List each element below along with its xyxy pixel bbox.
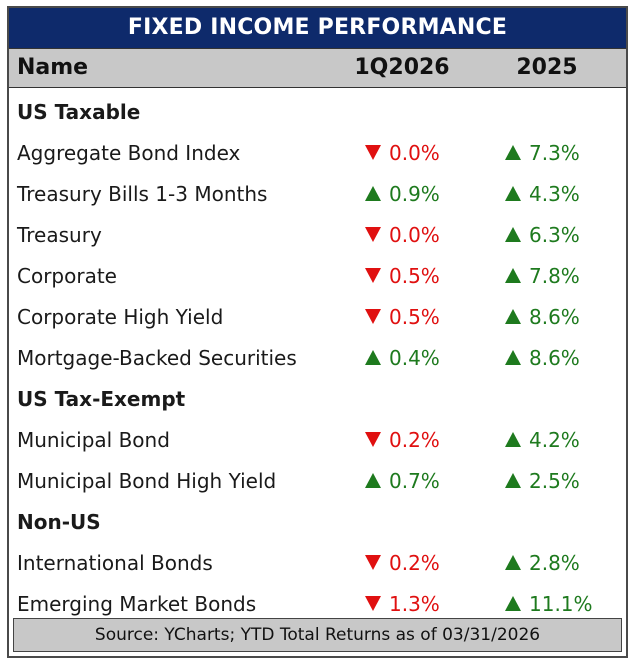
value-text: 11.1% [529, 592, 593, 616]
row-name: Treasury [17, 223, 102, 247]
down-arrow-icon [365, 555, 381, 570]
value-text: 0.7% [389, 469, 440, 493]
column-header-row: Name 1Q2026 2025 [9, 48, 626, 88]
value-1q2026: 0.0% [365, 133, 440, 174]
up-arrow-icon [505, 432, 521, 447]
value-text: 0.5% [389, 305, 440, 329]
column-header-2025: 2025 [516, 55, 578, 80]
table-row: Emerging Market Bonds 1.3% 11.1% [9, 584, 626, 625]
table-row: Municipal Bond 0.2% 4.2% [9, 420, 626, 461]
up-arrow-icon [505, 145, 521, 160]
value-2025: 6.3% [505, 215, 580, 256]
down-arrow-icon [365, 145, 381, 160]
table-title: FIXED INCOME PERFORMANCE [9, 8, 626, 48]
value-text: 7.8% [529, 264, 580, 288]
value-2025: 7.3% [505, 133, 580, 174]
value-text: 8.6% [529, 305, 580, 329]
section-header: US Tax-Exempt [9, 379, 626, 420]
row-name: Municipal Bond [17, 428, 170, 452]
table-row: Aggregate Bond Index 0.0% 7.3% [9, 133, 626, 174]
table-row: Treasury 0.0% 6.3% [9, 215, 626, 256]
value-text: 4.2% [529, 428, 580, 452]
row-name: Corporate High Yield [17, 305, 224, 329]
value-1q2026: 1.3% [365, 584, 440, 625]
value-1q2026: 0.7% [365, 461, 440, 502]
table-row: International Bonds 0.2% 2.8% [9, 543, 626, 584]
down-arrow-icon [365, 596, 381, 611]
value-2025: 8.6% [505, 338, 580, 379]
row-name: Treasury Bills 1-3 Months [17, 182, 268, 206]
performance-table: FIXED INCOME PERFORMANCE Name 1Q2026 202… [7, 6, 628, 658]
table-row: Corporate 0.5% 7.8% [9, 256, 626, 297]
value-2025: 2.8% [505, 543, 580, 584]
section-header: US Taxable [9, 92, 626, 133]
section-label: US Tax-Exempt [17, 387, 186, 411]
value-text: 0.2% [389, 551, 440, 575]
table-row: Municipal Bond High Yield 0.7% 2.5% [9, 461, 626, 502]
up-arrow-icon [505, 268, 521, 283]
section-label: US Taxable [17, 100, 141, 124]
value-text: 0.2% [389, 428, 440, 452]
up-arrow-icon [365, 350, 381, 365]
value-text: 0.4% [389, 346, 440, 370]
up-arrow-icon [505, 596, 521, 611]
value-1q2026: 0.9% [365, 174, 440, 215]
down-arrow-icon [365, 309, 381, 324]
value-2025: 7.8% [505, 256, 580, 297]
down-arrow-icon [365, 432, 381, 447]
down-arrow-icon [365, 268, 381, 283]
value-2025: 8.6% [505, 297, 580, 338]
table-row: Treasury Bills 1-3 Months 0.9% 4.3% [9, 174, 626, 215]
row-name: Emerging Market Bonds [17, 592, 257, 616]
value-text: 1.3% [389, 592, 440, 616]
value-text: 2.8% [529, 551, 580, 575]
up-arrow-icon [505, 473, 521, 488]
section-header: Non-US [9, 502, 626, 543]
value-2025: 4.3% [505, 174, 580, 215]
value-text: 7.3% [529, 141, 580, 165]
table-row: Mortgage-Backed Securities 0.4% 8.6% [9, 338, 626, 379]
row-name: Aggregate Bond Index [17, 141, 241, 165]
value-1q2026: 0.5% [365, 297, 440, 338]
row-name: Municipal Bond High Yield [17, 469, 277, 493]
table-row: Corporate High Yield 0.5% 8.6% [9, 297, 626, 338]
value-text: 0.0% [389, 223, 440, 247]
value-text: 8.6% [529, 346, 580, 370]
value-1q2026: 0.0% [365, 215, 440, 256]
value-text: 0.0% [389, 141, 440, 165]
up-arrow-icon [505, 227, 521, 242]
row-name: Corporate [17, 264, 117, 288]
up-arrow-icon [365, 186, 381, 201]
value-2025: 2.5% [505, 461, 580, 502]
value-2025: 11.1% [505, 584, 593, 625]
up-arrow-icon [505, 555, 521, 570]
down-arrow-icon [365, 227, 381, 242]
value-text: 0.9% [389, 182, 440, 206]
value-1q2026: 0.5% [365, 256, 440, 297]
up-arrow-icon [505, 309, 521, 324]
table-body: US Taxable Aggregate Bond Index 0.0% 7.3% Tr… [9, 92, 626, 625]
up-arrow-icon [505, 186, 521, 201]
row-name: Mortgage-Backed Securities [17, 346, 297, 370]
value-text: 4.3% [529, 182, 580, 206]
column-header-1q2026: 1Q2026 [354, 55, 450, 80]
up-arrow-icon [505, 350, 521, 365]
up-arrow-icon [365, 473, 381, 488]
column-header-name: Name [17, 55, 89, 80]
value-1q2026: 0.4% [365, 338, 440, 379]
row-name: International Bonds [17, 551, 213, 575]
value-2025: 4.2% [505, 420, 580, 461]
value-text: 0.5% [389, 264, 440, 288]
value-text: 6.3% [529, 223, 580, 247]
source-footnote: Source: YCharts; YTD Total Returns as of… [13, 618, 622, 652]
value-1q2026: 0.2% [365, 420, 440, 461]
value-text: 2.5% [529, 469, 580, 493]
section-label: Non-US [17, 510, 101, 534]
value-1q2026: 0.2% [365, 543, 440, 584]
